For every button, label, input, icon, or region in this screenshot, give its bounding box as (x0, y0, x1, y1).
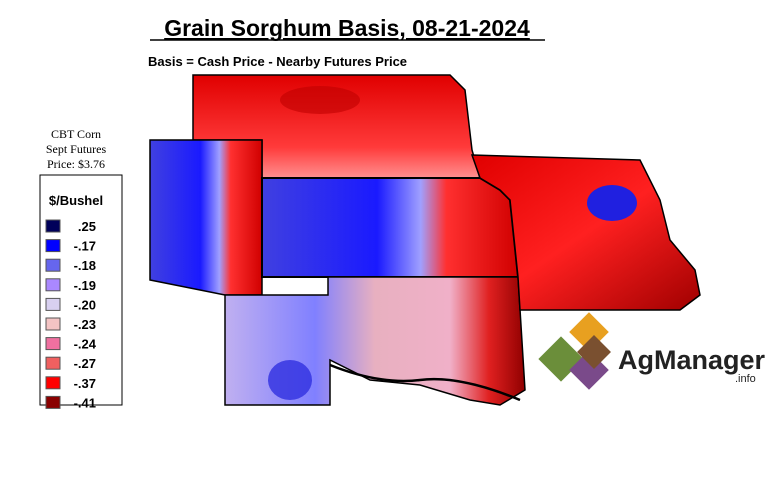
missouri (470, 154, 701, 311)
legend-label: -.27 (74, 356, 96, 371)
legend-swatch (45, 297, 61, 311)
legend-label: -.20 (74, 297, 96, 312)
red-river (329, 363, 521, 402)
legend-swatch (45, 278, 61, 292)
legend-label: -.24 (74, 337, 97, 352)
legend-label: -.23 (74, 317, 96, 332)
blue-spot (587, 185, 637, 221)
legend-label: -.19 (74, 278, 96, 293)
logo-diamond (577, 335, 611, 369)
legend-items: .25 -.17 -.18 -.19 -.20 -.23 -.24 -.27 -.37 -.41 (45, 219, 97, 410)
blue-spot (268, 360, 312, 400)
legend-label: -.18 (74, 258, 96, 273)
futures-line: CBT Corn (51, 127, 101, 141)
legend-swatch (45, 356, 61, 370)
legend-label: -.37 (74, 376, 96, 391)
subtitle: Basis = Cash Price - Nearby Futures Pric… (148, 54, 407, 69)
title: Grain Sorghum Basis, 08-21-2024 (164, 15, 530, 41)
logo-name: AgManager (618, 345, 766, 375)
kansas (261, 177, 520, 278)
legend-swatch (45, 317, 61, 331)
legend-swatch (45, 337, 61, 351)
legend-swatch (45, 376, 61, 390)
map (149, 74, 701, 406)
dark-spot (280, 86, 360, 114)
legend-swatch (45, 258, 61, 272)
futures-line: Price: $3.76 (47, 157, 105, 171)
logo-suffix: .info (735, 373, 756, 385)
legend-swatch (45, 395, 61, 409)
legend-swatch (45, 219, 61, 233)
legend-label: -.41 (74, 395, 96, 410)
futures-line: Sept Futures (46, 142, 107, 156)
legend-label: .25 (78, 219, 96, 234)
colorado-east (149, 139, 263, 296)
futures-note: CBT Corn Sept Futures Price: $3.76 (46, 127, 107, 171)
legend-title: $/Bushel (49, 193, 103, 208)
logo: AgManager .info (538, 312, 766, 390)
legend-swatch (45, 239, 61, 253)
legend-label: -.17 (74, 239, 96, 254)
